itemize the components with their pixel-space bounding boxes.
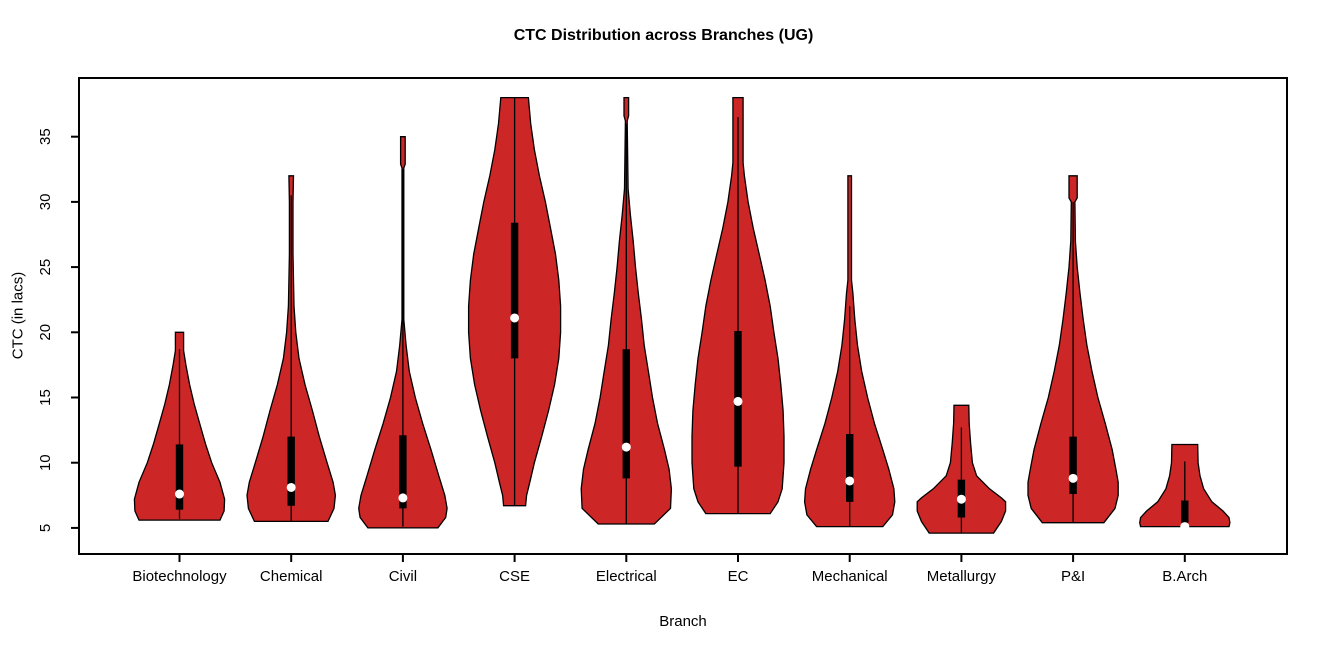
median-dot-mechanical <box>845 476 855 486</box>
iqr-box-cse <box>510 222 519 359</box>
iqr-box-biotechnology <box>175 444 184 510</box>
x-tick-label-cse: CSE <box>499 568 530 585</box>
iqr-box-civil <box>399 435 407 509</box>
y-tick-label-10: 10 <box>37 454 54 471</box>
x-axis-title: Branch <box>659 613 707 630</box>
iqr-box-chemical <box>287 436 295 506</box>
y-tick-label-35: 35 <box>37 128 54 145</box>
x-tick-label-b-arch: B.Arch <box>1162 568 1207 585</box>
median-dot-metallurgy <box>956 494 966 504</box>
median-dot-electrical <box>621 442 631 452</box>
y-tick-label-20: 20 <box>37 324 54 341</box>
y-tick-label-25: 25 <box>37 259 54 276</box>
median-dot-biotechnology <box>175 489 184 499</box>
chart-title: CTC Distribution across Branches (UG) <box>513 27 814 44</box>
x-tick-label-electrical: Electrical <box>596 568 657 585</box>
median-dot-chemical <box>286 482 296 492</box>
iqr-box-b-arch <box>1181 500 1189 523</box>
iqr-box-p-i <box>1069 436 1077 495</box>
x-tick-label-mechanical: Mechanical <box>812 568 888 585</box>
x-tick-label-metallurgy: Metallurgy <box>927 568 997 585</box>
y-tick-label-15: 15 <box>37 389 54 406</box>
median-dot-b-arch <box>1180 522 1190 532</box>
iqr-box-electrical <box>622 349 630 479</box>
x-tick-label-p-i: P&I <box>1061 568 1085 585</box>
iqr-box-mechanical <box>846 434 854 502</box>
plot-border <box>78 77 1288 555</box>
x-tick-label-biotechnology: Biotechnology <box>132 568 227 585</box>
x-tick-label-ec: EC <box>728 568 749 585</box>
x-tick-label-civil: Civil <box>389 568 417 585</box>
y-tick-label-5: 5 <box>37 524 54 532</box>
median-dot-ec <box>733 396 743 406</box>
median-dot-civil <box>398 493 408 503</box>
median-dot-p-i <box>1068 473 1078 483</box>
x-tick-label-chemical: Chemical <box>260 568 323 585</box>
median-dot-cse <box>510 313 520 323</box>
y-tick-label-30: 30 <box>37 194 54 211</box>
